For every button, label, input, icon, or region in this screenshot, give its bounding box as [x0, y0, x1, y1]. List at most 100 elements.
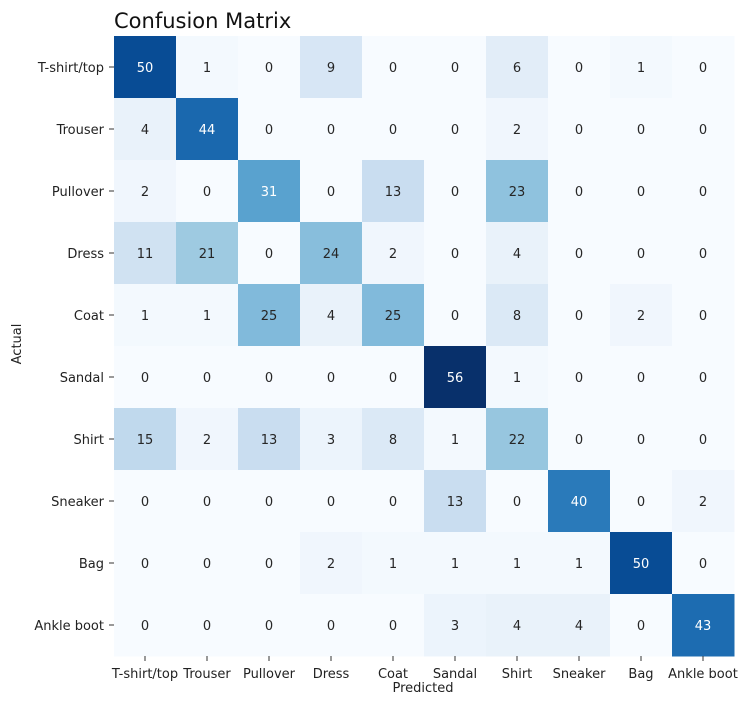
cell-value-label: 1: [637, 61, 645, 76]
cell-value-label: 24: [323, 247, 340, 262]
x-tick-label: Dress: [313, 667, 350, 682]
heatmap-cell: [176, 160, 239, 223]
cell-value-label: 0: [265, 61, 273, 76]
y-axis-title: Actual: [10, 324, 25, 365]
heatmap-cell: [176, 594, 239, 657]
cell-value-label: 0: [141, 495, 149, 510]
heatmap-cell: [610, 222, 673, 285]
y-tick-label: Pullover: [52, 185, 105, 200]
cell-value-label: 1: [575, 557, 583, 572]
heatmap-cell: [548, 346, 611, 409]
heatmap-cell: [114, 532, 177, 595]
heatmap-cells: [114, 36, 735, 657]
cell-value-label: 23: [509, 185, 526, 200]
heatmap-cell: [238, 346, 301, 409]
y-tick-label: Sneaker: [51, 495, 105, 510]
heatmap-cell: [176, 532, 239, 595]
cell-value-label: 2: [513, 123, 521, 138]
cell-value-label: 4: [513, 619, 521, 634]
x-tick-label: T-shirt/top: [111, 667, 178, 682]
heatmap-cell: [486, 222, 549, 285]
heatmap-cell: [610, 408, 673, 471]
heatmap-cell: [672, 98, 735, 161]
heatmap-cell: [672, 160, 735, 223]
x-axis-title: Predicted: [392, 681, 453, 696]
y-tick-label: T-shirt/top: [37, 61, 104, 76]
heatmap-cell: [300, 284, 363, 347]
cell-value-label: 0: [203, 495, 211, 510]
heatmap-cell: [362, 408, 425, 471]
cell-value-label: 50: [137, 61, 154, 76]
cell-value-label: 0: [203, 185, 211, 200]
cell-value-label: 0: [637, 185, 645, 200]
heatmap-cell: [238, 98, 301, 161]
cell-value-label: 1: [203, 61, 211, 76]
heatmap-cell: [424, 222, 487, 285]
cell-value-label: 4: [327, 309, 335, 324]
cell-value-label: 0: [575, 309, 583, 324]
heatmap-cell: [672, 470, 735, 533]
cell-value-label: 21: [199, 247, 216, 262]
cell-value-label: 0: [637, 495, 645, 510]
cell-value-label: 15: [137, 433, 154, 448]
cell-value-label: 0: [575, 61, 583, 76]
cell-value-label: 0: [699, 185, 707, 200]
cell-value-label: 0: [265, 495, 273, 510]
heatmap-cell: [548, 160, 611, 223]
cell-value-label: 40: [571, 495, 588, 510]
heatmap-cell: [114, 222, 177, 285]
heatmap-cell: [548, 284, 611, 347]
cell-value-label: 43: [695, 619, 712, 634]
heatmap-cell: [486, 160, 549, 223]
heatmap-cell: [114, 408, 177, 471]
heatmap-cell: [114, 284, 177, 347]
cell-value-label: 1: [513, 371, 521, 386]
cell-value-label: 3: [327, 433, 335, 448]
heatmap-cell: [238, 594, 301, 657]
heatmap-cell: [486, 408, 549, 471]
heatmap-cell: [548, 470, 611, 533]
cell-value-label: 2: [327, 557, 335, 572]
cell-value-label: 50: [633, 557, 650, 572]
y-tick-labels: T-shirt/top Trouser Pullover Dress Coat Sanda…: [34, 61, 114, 634]
heatmap-cell: [486, 346, 549, 409]
heatmap-cell: [610, 470, 673, 533]
heatmap-cell: [610, 160, 673, 223]
cell-value-label: 0: [389, 619, 397, 634]
heatmap-cell: [486, 284, 549, 347]
heatmap-cell: [424, 36, 487, 99]
cell-value-label: 0: [637, 371, 645, 386]
heatmap-cell: [362, 470, 425, 533]
cell-value-label: 0: [141, 619, 149, 634]
heatmap-cell: [424, 408, 487, 471]
cell-value-label: 0: [699, 247, 707, 262]
cell-value-label: 25: [261, 309, 278, 324]
cell-value-label: 0: [389, 371, 397, 386]
cell-value-label: 2: [203, 433, 211, 448]
heatmap-cell: [672, 284, 735, 347]
x-tick-label: Pullover: [243, 667, 296, 682]
heatmap-cell: [424, 594, 487, 657]
cell-value-label: 0: [575, 247, 583, 262]
cell-value-label: 0: [699, 557, 707, 572]
heatmap-cell: [610, 98, 673, 161]
cell-value-label: 0: [637, 619, 645, 634]
cell-value-label: 0: [637, 247, 645, 262]
heatmap-cell: [114, 36, 177, 99]
cell-value-label: 2: [141, 185, 149, 200]
cell-value-labels: 50 1 0 9 0 0 6 0 1 04 44 0 0 0 0 2 0 0 02 0 31 0 13 0 23 0 0 011 21 0…: [137, 61, 712, 634]
y-tick-label: Coat: [74, 309, 104, 324]
cell-value-label: 8: [389, 433, 397, 448]
cell-value-label: 0: [141, 371, 149, 386]
cell-value-label: 3: [451, 619, 459, 634]
cell-value-label: 0: [203, 557, 211, 572]
heatmap-cell: [610, 532, 673, 595]
cell-value-label: 1: [141, 309, 149, 324]
cell-value-label: 25: [385, 309, 402, 324]
cell-value-label: 44: [199, 123, 216, 138]
heatmap-cell: [176, 408, 239, 471]
heatmap-cell: [300, 160, 363, 223]
heatmap-cell: [548, 408, 611, 471]
